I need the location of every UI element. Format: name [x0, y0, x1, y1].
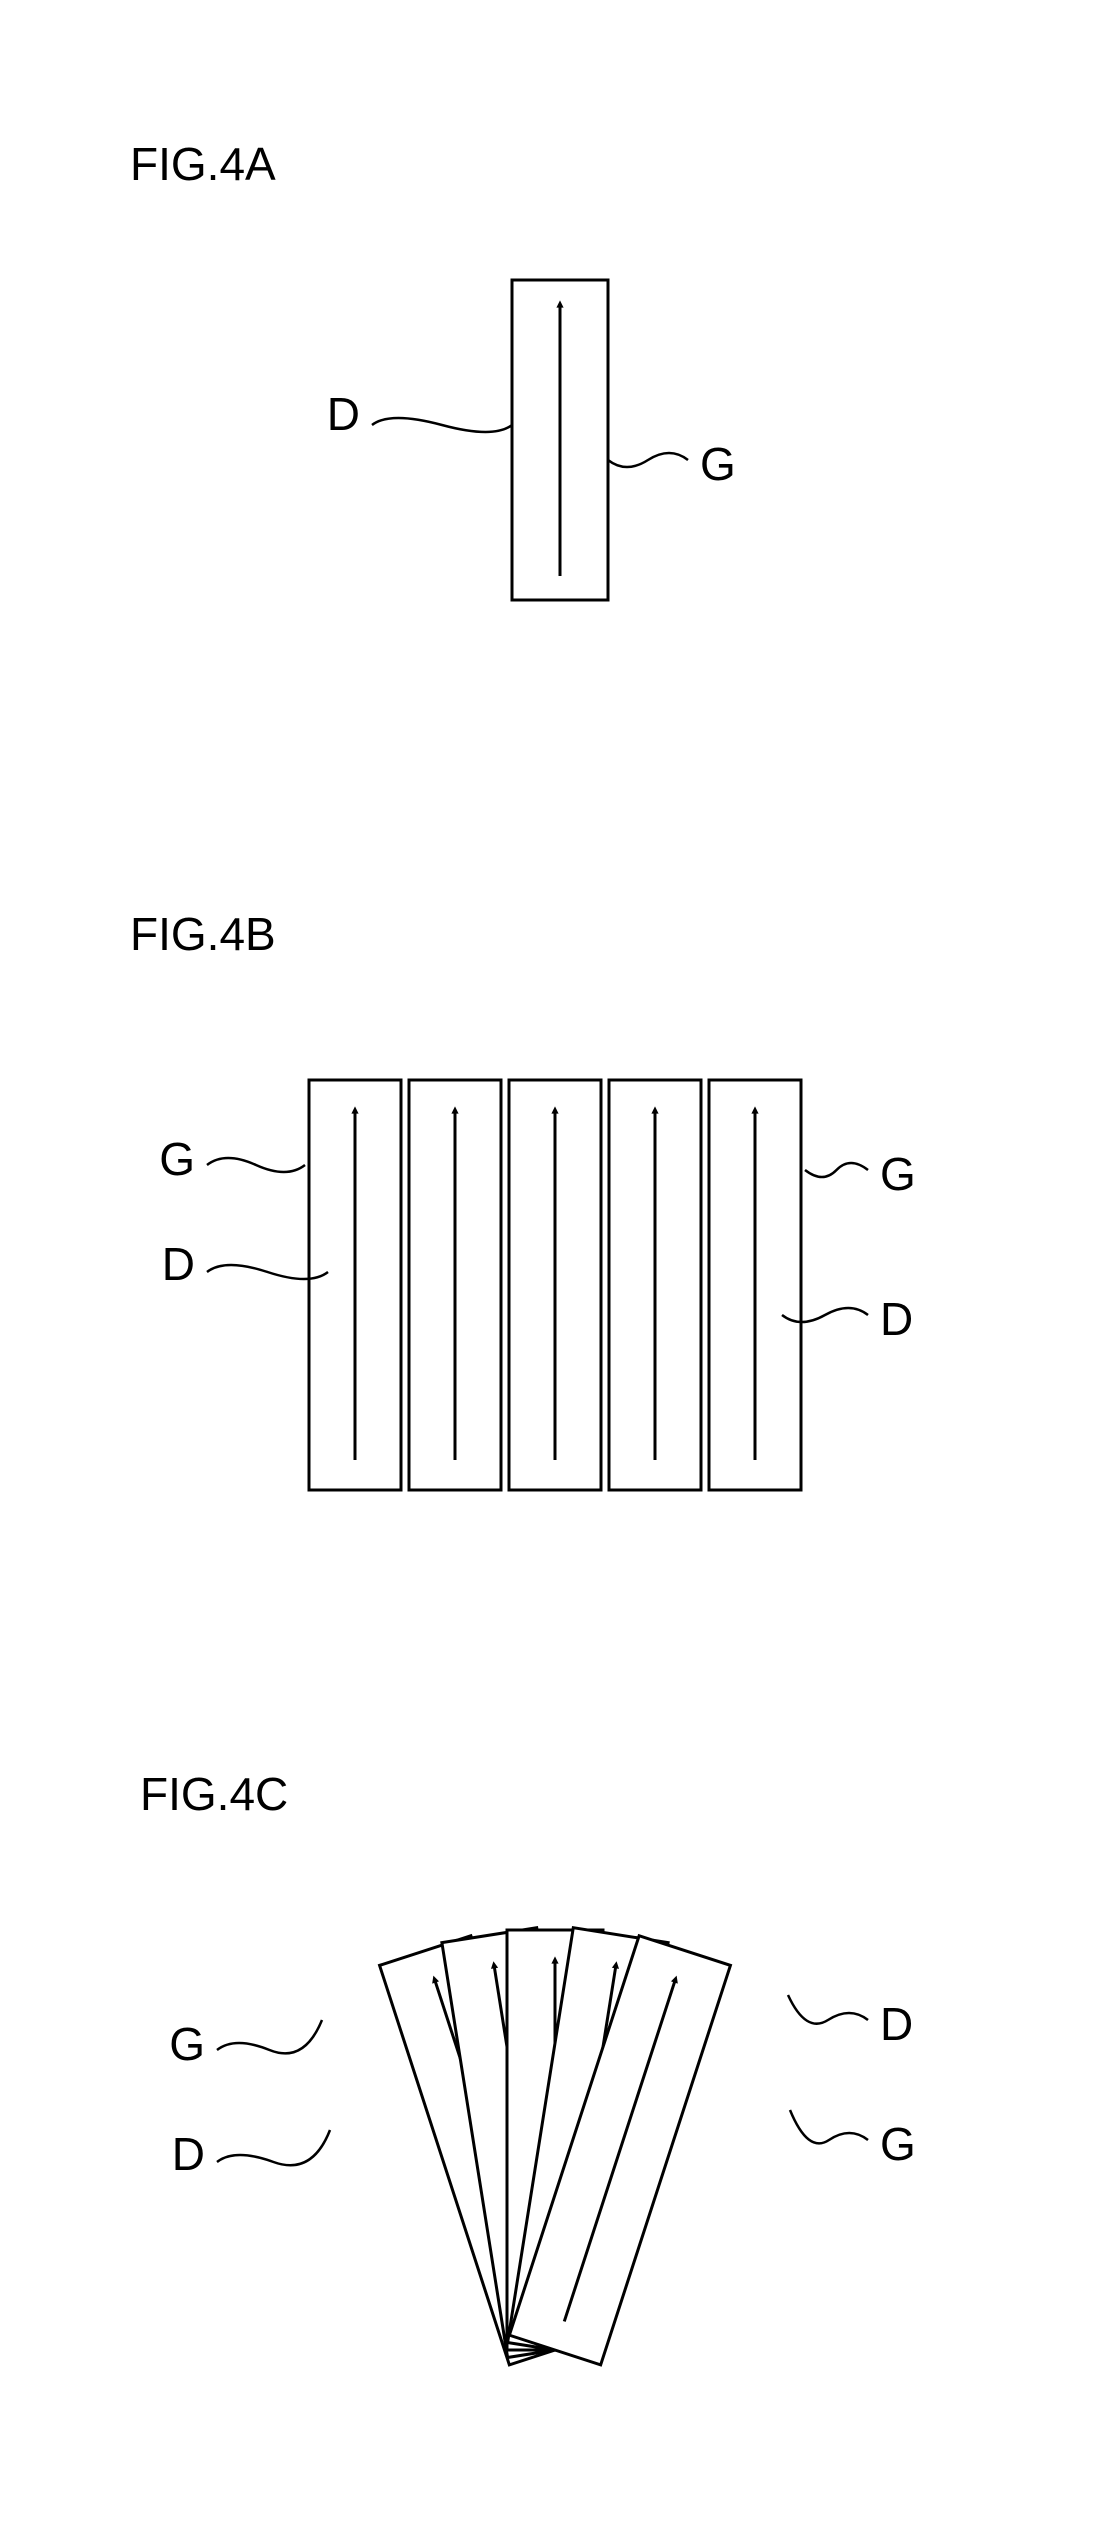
annotation-label: G	[880, 2118, 916, 2170]
lead-line	[608, 453, 688, 467]
annotation-label: G	[159, 1133, 195, 1185]
lead-line	[788, 1995, 868, 2024]
lead-line	[217, 2130, 330, 2165]
lead-line	[790, 2110, 868, 2143]
lead-line	[805, 1163, 868, 1177]
figure-title: FIG.4B	[130, 908, 276, 960]
annotation-label: G	[700, 438, 736, 490]
lead-line	[217, 2020, 322, 2053]
annotation-label: D	[327, 388, 360, 440]
annotation-label: D	[162, 1238, 195, 1290]
annotation-label: D	[172, 2128, 205, 2180]
lead-line	[372, 418, 512, 432]
figure-title: FIG.4A	[130, 138, 276, 190]
figure-title: FIG.4C	[140, 1768, 288, 1820]
lead-line	[782, 1308, 868, 1322]
annotation-label: G	[169, 2018, 205, 2070]
annotation-label: D	[880, 1998, 913, 2050]
annotation-label: D	[880, 1293, 913, 1345]
annotation-label: G	[880, 1148, 916, 1200]
lead-line	[207, 1158, 305, 1172]
